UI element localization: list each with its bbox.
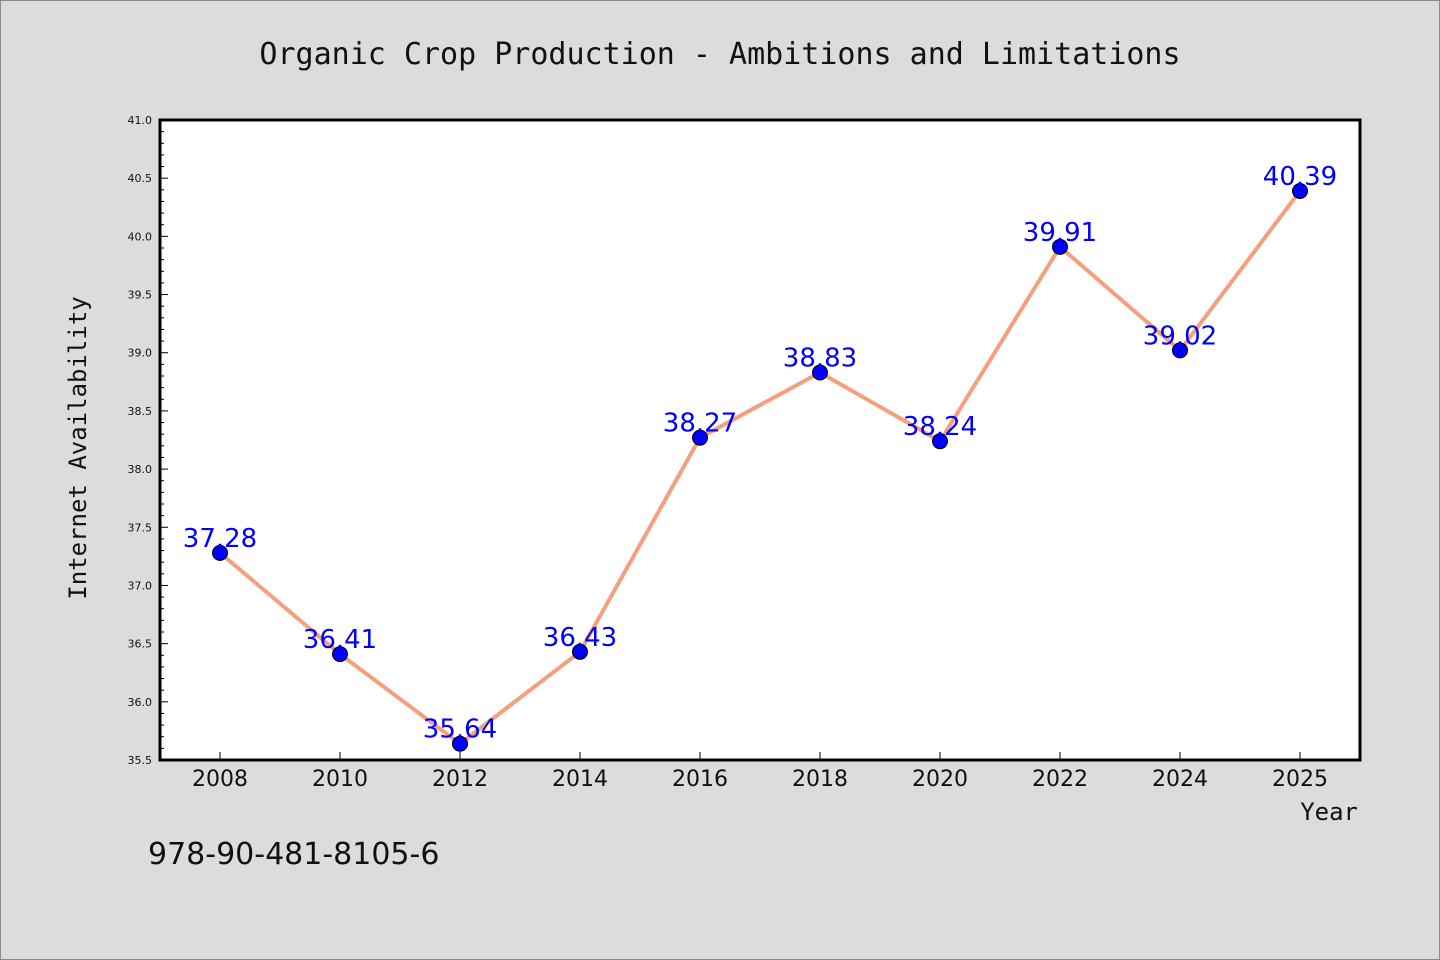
data-point — [572, 643, 588, 660]
y-tick-label: 41.0 — [128, 114, 153, 127]
x-tick-label: 2025 — [1272, 767, 1328, 792]
data-point — [332, 646, 348, 663]
y-tick-label: 40.5 — [128, 172, 153, 185]
data-label: 36.41 — [303, 625, 377, 655]
y-tick-label: 39.0 — [128, 347, 153, 360]
x-tick-label: 2010 — [312, 767, 368, 792]
y-tick-label: 39.5 — [128, 289, 153, 302]
data-point — [1292, 182, 1308, 199]
data-point — [452, 735, 468, 752]
data-markers — [212, 182, 1308, 752]
data-point — [212, 544, 228, 561]
y-tick-label: 37.0 — [128, 579, 153, 592]
data-labels: 37.28 36.41 35.64 36.43 38.27 38.83 38.24 39.91… — [183, 162, 1337, 745]
x-axis: 2008 2010 2012 2014 2016 2018 2020 2022 2024 2025 — [192, 752, 1328, 792]
x-tick-label: 2008 — [192, 767, 248, 792]
x-tick-label: 2022 — [1032, 767, 1088, 792]
data-label: 39.91 — [1023, 218, 1097, 248]
data-label: 38.83 — [783, 344, 857, 374]
isbn-text: 978-90-481-8105-6 — [148, 837, 439, 872]
plot-area — [158, 118, 1362, 762]
chart-title: Organic Crop Production - Ambitions and … — [259, 37, 1180, 72]
data-label: 38.27 — [663, 409, 737, 439]
y-tick-label: 40.0 — [128, 230, 153, 243]
y-tick-label: 37.5 — [128, 521, 153, 534]
data-point — [1052, 238, 1068, 255]
data-label: 39.02 — [1143, 321, 1217, 351]
data-label: 37.28 — [183, 524, 257, 554]
series-line — [218, 188, 1302, 746]
x-axis-title: Year — [1300, 798, 1358, 826]
x-tick-label: 2014 — [552, 767, 608, 792]
data-point — [692, 429, 708, 446]
y-axis: 35.5 36.0 36.5 37.0 37.5 38.0 38.5 39.0 39.5 40.0… — [128, 114, 168, 767]
y-axis-title: Internet Availability — [64, 296, 92, 599]
series-line-group — [218, 188, 1302, 746]
x-tick-label: 2018 — [792, 767, 848, 792]
x-tick-label: 2012 — [432, 767, 488, 792]
x-tick-label: 2024 — [1152, 767, 1208, 792]
data-point — [1172, 342, 1188, 359]
data-point — [932, 433, 948, 450]
data-label: 36.43 — [543, 623, 617, 653]
x-tick-label: 2016 — [672, 767, 728, 792]
data-point — [812, 364, 828, 381]
data-label: 35.64 — [423, 715, 497, 745]
y-tick-label: 36.0 — [128, 696, 153, 709]
data-label: 40.39 — [1263, 162, 1337, 192]
data-label: 38.24 — [903, 412, 977, 442]
y-tick-label: 35.5 — [128, 754, 153, 767]
y-tick-label: 36.5 — [128, 638, 153, 651]
y-tick-label: 38.0 — [128, 463, 153, 476]
y-tick-label: 38.5 — [128, 405, 153, 418]
x-tick-label: 2020 — [912, 767, 968, 792]
